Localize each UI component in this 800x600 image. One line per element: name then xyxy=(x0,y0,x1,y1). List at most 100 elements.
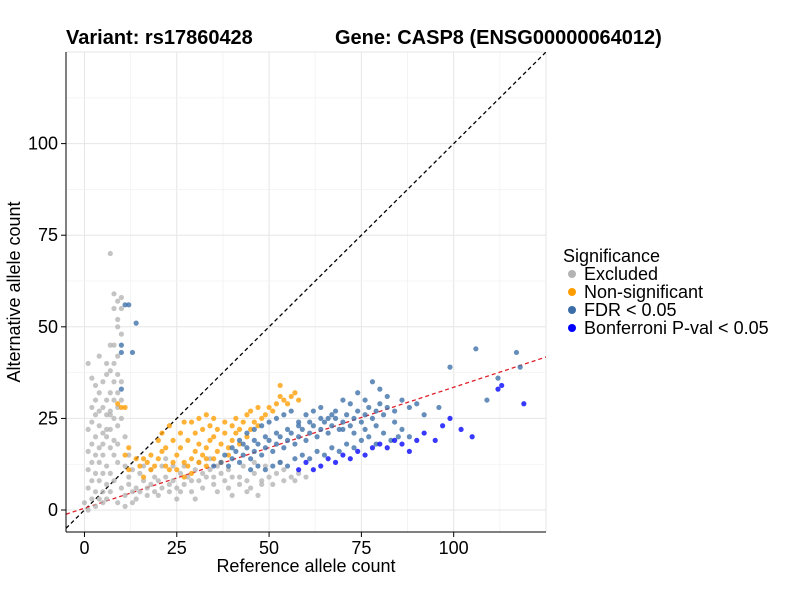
point-fdr-0-05 xyxy=(251,437,257,443)
point-non-significant xyxy=(222,430,228,436)
point-non-significant xyxy=(170,459,176,465)
point-excluded xyxy=(222,478,228,484)
point-excluded xyxy=(292,478,298,484)
point-excluded xyxy=(170,478,176,484)
point-excluded xyxy=(89,459,95,465)
point-fdr-0-05 xyxy=(273,430,280,436)
point-excluded xyxy=(266,474,272,480)
point-excluded xyxy=(107,250,113,257)
point-excluded xyxy=(129,500,136,506)
point-excluded xyxy=(118,415,124,422)
point-fdr-0-05 xyxy=(133,320,139,326)
point-fdr-0-05 xyxy=(229,456,235,462)
point-fdr-0-05 xyxy=(288,430,294,436)
point-non-significant xyxy=(200,426,206,433)
point-fdr-0-05 xyxy=(344,441,350,447)
point-excluded xyxy=(159,485,165,491)
point-non-significant xyxy=(118,404,124,411)
point-bonferroni-p-val-0-05 xyxy=(377,441,383,447)
point-excluded xyxy=(111,452,117,458)
point-fdr-0-05 xyxy=(351,415,357,422)
point-non-significant xyxy=(244,434,250,440)
point-non-significant xyxy=(140,456,147,462)
point-bonferroni-p-val-0-05 xyxy=(421,430,427,436)
point-excluded xyxy=(155,492,161,498)
point-excluded xyxy=(115,371,121,378)
point-fdr-0-05 xyxy=(513,349,520,356)
point-bonferroni-p-val-0-05 xyxy=(332,459,339,465)
point-fdr-0-05 xyxy=(314,448,320,454)
point-fdr-0-05 xyxy=(233,448,239,454)
point-excluded xyxy=(85,426,91,433)
point-fdr-0-05 xyxy=(340,426,346,433)
point-fdr-0-05 xyxy=(310,408,316,414)
legend-swatch xyxy=(568,270,576,278)
point-excluded xyxy=(96,459,102,465)
point-excluded xyxy=(100,379,106,385)
point-fdr-0-05 xyxy=(236,459,243,465)
point-fdr-0-05 xyxy=(340,419,346,425)
chart-title-variant: Variant: rs17860428 xyxy=(66,27,253,49)
point-excluded xyxy=(104,426,110,433)
point-fdr-0-05 xyxy=(218,459,224,465)
point-non-significant xyxy=(244,412,250,418)
point-non-significant xyxy=(133,456,139,462)
point-fdr-0-05 xyxy=(347,423,353,429)
point-fdr-0-05 xyxy=(244,430,250,436)
point-fdr-0-05 xyxy=(347,401,353,407)
point-fdr-0-05 xyxy=(251,448,257,454)
point-excluded xyxy=(111,478,117,484)
point-fdr-0-05 xyxy=(273,441,280,447)
point-excluded xyxy=(111,291,117,297)
point-fdr-0-05 xyxy=(369,415,376,422)
point-fdr-0-05 xyxy=(225,463,232,469)
point-fdr-0-05 xyxy=(421,412,427,418)
point-excluded xyxy=(115,500,121,506)
point-fdr-0-05 xyxy=(266,419,272,425)
point-excluded xyxy=(140,478,147,484)
point-non-significant xyxy=(207,423,213,429)
point-excluded xyxy=(281,478,287,484)
point-excluded xyxy=(281,467,287,473)
x-axis-label: Reference allele count xyxy=(216,556,395,576)
point-excluded xyxy=(122,503,128,509)
point-bonferroni-p-val-0-05 xyxy=(495,386,501,392)
point-fdr-0-05 xyxy=(310,423,316,429)
point-excluded xyxy=(137,489,143,495)
point-fdr-0-05 xyxy=(321,452,328,458)
point-fdr-0-05 xyxy=(255,441,261,447)
point-excluded xyxy=(118,485,124,491)
point-excluded xyxy=(92,382,99,389)
point-bonferroni-p-val-0-05 xyxy=(392,437,398,443)
point-fdr-0-05 xyxy=(355,408,361,414)
point-excluded xyxy=(181,481,187,487)
point-excluded xyxy=(115,316,121,323)
point-fdr-0-05 xyxy=(126,302,132,308)
point-excluded xyxy=(148,481,154,487)
point-non-significant xyxy=(159,430,165,436)
y-tick-label: 0 xyxy=(48,500,58,520)
point-non-significant xyxy=(277,382,283,389)
legend-label: Bonferroni P-val < 0.05 xyxy=(584,318,769,338)
point-fdr-0-05 xyxy=(262,445,268,451)
point-bonferroni-p-val-0-05 xyxy=(347,456,353,462)
point-excluded xyxy=(115,459,121,465)
point-excluded xyxy=(152,489,158,495)
point-excluded xyxy=(118,331,124,337)
point-excluded xyxy=(303,474,309,480)
point-excluded xyxy=(177,489,184,495)
point-excluded xyxy=(188,478,195,484)
point-fdr-0-05 xyxy=(351,445,357,451)
point-excluded xyxy=(100,452,106,458)
point-non-significant xyxy=(203,463,209,469)
point-fdr-0-05 xyxy=(332,415,339,422)
point-fdr-0-05 xyxy=(296,423,302,429)
point-non-significant xyxy=(292,390,298,396)
point-excluded xyxy=(188,489,195,495)
point-excluded xyxy=(225,467,232,473)
point-excluded xyxy=(107,426,113,433)
point-excluded xyxy=(229,492,235,498)
point-fdr-0-05 xyxy=(377,401,383,407)
point-fdr-0-05 xyxy=(332,408,339,414)
